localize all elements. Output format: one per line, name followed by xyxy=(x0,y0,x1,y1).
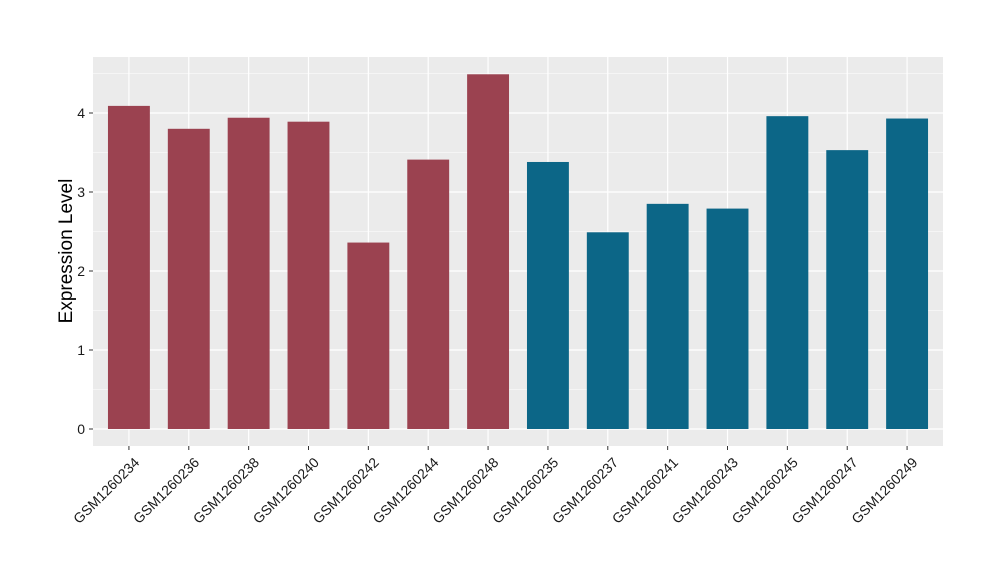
bar-GSM1260240 xyxy=(287,121,330,429)
bars xyxy=(107,74,929,430)
y-tick-label: 2 xyxy=(77,263,85,279)
bar-GSM1260234 xyxy=(107,105,150,429)
bar-GSM1260237 xyxy=(586,232,629,429)
plot-panel xyxy=(93,57,943,446)
bar-GSM1260243 xyxy=(706,208,749,429)
bar-GSM1260242 xyxy=(347,242,390,429)
x-axis: GSM1260234GSM1260236GSM1260238GSM1260240… xyxy=(70,446,921,527)
y-tick-label: 1 xyxy=(77,342,85,358)
bar-GSM1260238 xyxy=(227,117,270,430)
bar-GSM1260249 xyxy=(886,118,929,429)
y-tick-label: 4 xyxy=(77,105,85,121)
y-axis: 0 1 2 3 4 xyxy=(77,105,93,437)
bar-GSM1260244 xyxy=(407,159,450,430)
bar-GSM1260236 xyxy=(167,128,210,430)
bar-GSM1260241 xyxy=(646,203,689,429)
bar-GSM1260247 xyxy=(826,150,869,429)
bar-GSM1260235 xyxy=(526,161,569,430)
bar-GSM1260245 xyxy=(766,116,809,429)
y-tick-label: 0 xyxy=(77,421,85,437)
y-tick-label: 3 xyxy=(77,184,85,200)
bar-GSM1260248 xyxy=(467,74,510,429)
y-axis-title: Expression Level xyxy=(56,179,77,324)
